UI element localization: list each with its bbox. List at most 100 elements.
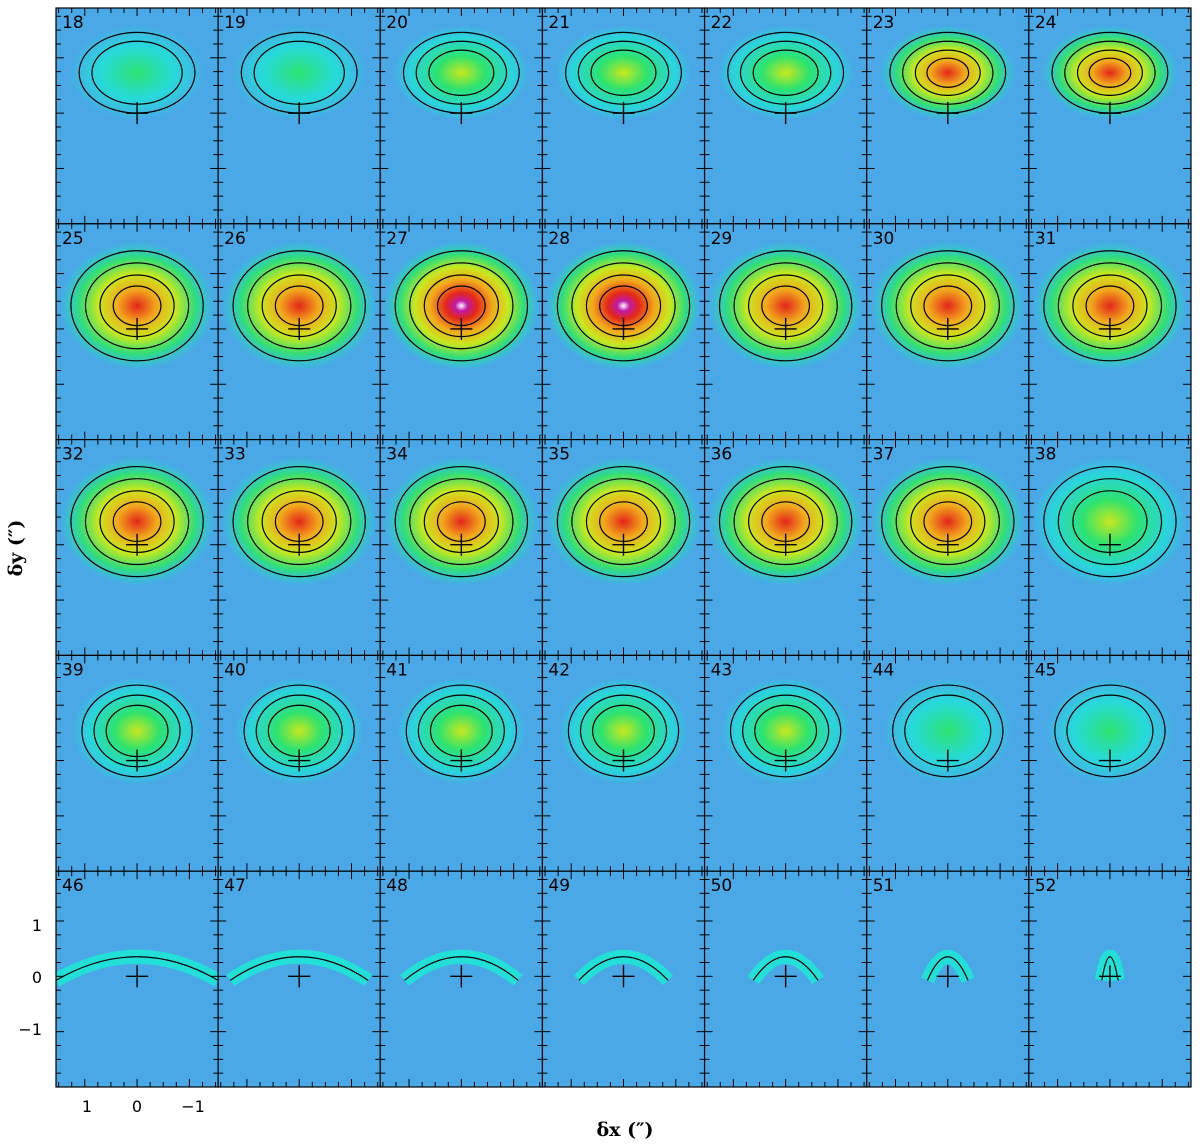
panel-ticks bbox=[866, 439, 1029, 656]
panel-channel-label: 48 bbox=[386, 876, 408, 896]
panel-channel-label: 37 bbox=[873, 445, 895, 465]
panel-ticks bbox=[704, 655, 867, 872]
emission-blob bbox=[1032, 241, 1188, 371]
y-tick-label-minus1: −1 bbox=[18, 1020, 42, 1039]
channel-panel-18: 18 bbox=[55, 7, 219, 225]
contour-line bbox=[1043, 250, 1177, 362]
contour-line bbox=[70, 250, 204, 362]
emission-blob bbox=[383, 456, 540, 587]
channel-panel-37: 37 bbox=[866, 439, 1030, 657]
panel-ticks bbox=[56, 223, 219, 440]
emission-blob bbox=[545, 241, 702, 371]
channel-panel-41: 41 bbox=[379, 654, 544, 872]
panel-ticks bbox=[218, 223, 381, 440]
panel-ticks bbox=[1028, 223, 1191, 440]
contour-line bbox=[243, 684, 355, 778]
panel-channel-label: 26 bbox=[224, 229, 246, 249]
contour-arc bbox=[56, 956, 219, 981]
contour-line bbox=[881, 250, 1015, 362]
emission-blob bbox=[555, 25, 692, 121]
contour-line bbox=[1057, 478, 1163, 566]
emission-blob bbox=[396, 676, 527, 785]
panel-channel-label: 36 bbox=[711, 445, 733, 465]
contour-line bbox=[81, 684, 193, 778]
x-tick-label-minus1: −1 bbox=[181, 1097, 205, 1116]
contour-line bbox=[1076, 49, 1143, 96]
emission-blob bbox=[882, 676, 1013, 785]
contour-line bbox=[247, 478, 352, 566]
panel-ticks bbox=[218, 655, 381, 872]
emission-blob bbox=[1032, 456, 1188, 587]
panel-ticks bbox=[704, 223, 867, 440]
emission-blob bbox=[717, 25, 854, 121]
panel-ticks bbox=[380, 8, 543, 224]
contour-line bbox=[232, 250, 366, 362]
channel-panel-20: 20 bbox=[379, 7, 544, 225]
channel-panel-19: 19 bbox=[217, 7, 381, 225]
panel-channel-label: 42 bbox=[548, 660, 570, 680]
panel-ticks bbox=[56, 655, 219, 872]
panel-ticks bbox=[56, 871, 219, 1087]
channel-panel-27: 27 bbox=[379, 223, 544, 441]
channel-panel-25: 25 bbox=[55, 223, 219, 441]
emission-blob bbox=[545, 456, 702, 587]
panel-ticks bbox=[218, 871, 381, 1087]
emission-blob bbox=[869, 456, 1026, 587]
panel-grid: 18 19 20 21 22 23 24 25 26 27 28 29 30 31 32 33 34 35 36 37… bbox=[55, 7, 1192, 1088]
panel-channel-label: 22 bbox=[711, 13, 733, 33]
panel-ticks bbox=[56, 8, 219, 224]
channel-panel-31: 31 bbox=[1028, 223, 1192, 441]
channel-panel-28: 28 bbox=[541, 223, 706, 441]
contour-line bbox=[409, 478, 514, 566]
contour-line bbox=[571, 262, 676, 350]
emission-blob bbox=[393, 25, 530, 121]
channel-panel-35: 35 bbox=[541, 439, 706, 657]
contour-line bbox=[567, 684, 680, 778]
contour-line bbox=[84, 478, 190, 566]
contour-arc bbox=[578, 956, 669, 981]
emission-blob bbox=[558, 676, 689, 785]
panel-ticks bbox=[866, 223, 1029, 440]
channel-panel-40: 40 bbox=[217, 654, 381, 872]
contour-line bbox=[718, 465, 853, 578]
channel-panel-50: 50 bbox=[703, 870, 868, 1088]
x-tick-label-1: 1 bbox=[82, 1097, 92, 1116]
panel-channel-label: 29 bbox=[711, 229, 733, 249]
panel-channel-label: 41 bbox=[386, 660, 408, 680]
y-tick-label-0: 0 bbox=[32, 968, 42, 987]
emission-blob bbox=[1045, 676, 1175, 785]
contour-line bbox=[1057, 262, 1163, 350]
contour-line bbox=[729, 684, 842, 778]
contour-arc bbox=[404, 956, 519, 981]
panel-ticks bbox=[380, 655, 543, 872]
channel-panel-49: 49 bbox=[541, 870, 706, 1088]
emission-blob bbox=[879, 25, 1016, 121]
panel-ticks bbox=[542, 655, 705, 872]
contour-line bbox=[405, 684, 518, 778]
contour-arc bbox=[926, 956, 969, 981]
contour-line bbox=[895, 262, 1000, 350]
panel-channel-label: 38 bbox=[1035, 445, 1057, 465]
contour-line bbox=[428, 49, 495, 96]
y-tick-label-1: 1 bbox=[32, 916, 42, 935]
contour-line bbox=[1088, 57, 1132, 88]
panel-channel-label: 23 bbox=[873, 13, 895, 33]
contour-line bbox=[914, 49, 981, 96]
contour-line bbox=[733, 478, 838, 566]
panel-channel-label: 28 bbox=[548, 229, 570, 249]
emission-blob bbox=[231, 25, 368, 121]
emission-blob bbox=[68, 25, 206, 121]
contour-line bbox=[70, 465, 204, 578]
panel-ticks bbox=[542, 223, 705, 440]
panel-channel-label: 49 bbox=[548, 876, 570, 896]
channel-panel-38: 38 bbox=[1028, 439, 1192, 657]
panel-channel-label: 24 bbox=[1035, 13, 1057, 33]
emission-blob bbox=[59, 241, 215, 371]
contour-line bbox=[232, 465, 366, 578]
contour-line bbox=[895, 478, 1000, 566]
contour-line bbox=[752, 49, 819, 96]
emission-blob bbox=[1041, 25, 1179, 121]
emission-blob bbox=[707, 241, 864, 371]
panel-ticks bbox=[704, 8, 867, 224]
